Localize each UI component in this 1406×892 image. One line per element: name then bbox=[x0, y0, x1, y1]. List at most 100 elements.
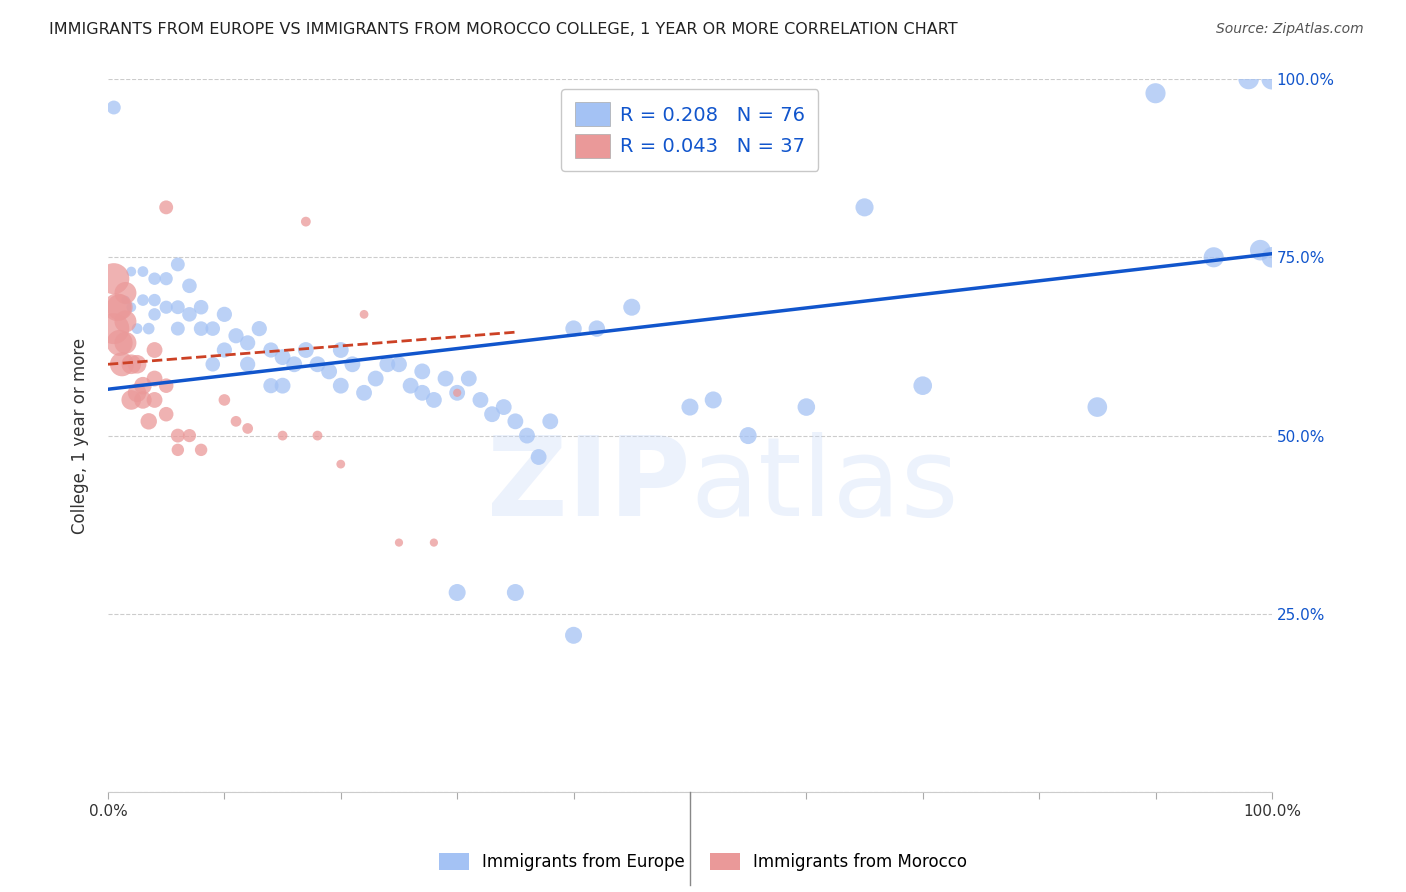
Point bbox=[132, 293, 155, 307]
Point bbox=[236, 357, 259, 371]
Point bbox=[329, 378, 352, 392]
Point bbox=[271, 428, 294, 442]
Point bbox=[120, 357, 142, 371]
Point bbox=[423, 535, 446, 549]
Point bbox=[399, 378, 422, 392]
Point bbox=[120, 300, 142, 314]
Text: ZIP: ZIP bbox=[486, 432, 690, 539]
Point bbox=[120, 264, 142, 278]
Point bbox=[103, 101, 125, 115]
Point bbox=[342, 357, 364, 371]
Point bbox=[166, 442, 188, 457]
Text: atlas: atlas bbox=[690, 432, 959, 539]
Point bbox=[492, 400, 515, 414]
Point bbox=[225, 328, 247, 343]
Point bbox=[446, 585, 468, 599]
Point bbox=[375, 357, 398, 371]
Point bbox=[516, 428, 538, 442]
Point bbox=[353, 385, 375, 400]
Point bbox=[434, 371, 457, 385]
Point bbox=[388, 535, 411, 549]
Point bbox=[132, 264, 155, 278]
Point bbox=[329, 343, 352, 357]
Point bbox=[132, 378, 155, 392]
Point bbox=[155, 271, 177, 285]
Point bbox=[1237, 72, 1260, 87]
Point bbox=[143, 343, 166, 357]
Point bbox=[225, 414, 247, 428]
Point bbox=[457, 371, 479, 385]
Point bbox=[271, 350, 294, 364]
Point bbox=[143, 293, 166, 307]
Point bbox=[295, 214, 318, 228]
Point bbox=[114, 314, 136, 328]
Point bbox=[446, 385, 468, 400]
Point bbox=[271, 378, 294, 392]
Point bbox=[108, 335, 131, 350]
Point bbox=[138, 414, 160, 428]
Point bbox=[190, 442, 212, 457]
Point bbox=[364, 371, 387, 385]
Point bbox=[737, 428, 759, 442]
Point bbox=[138, 321, 160, 335]
Point bbox=[108, 300, 131, 314]
Point bbox=[411, 364, 433, 378]
Point bbox=[127, 385, 149, 400]
Point bbox=[260, 343, 283, 357]
Point bbox=[127, 321, 149, 335]
Point bbox=[155, 300, 177, 314]
Point bbox=[318, 364, 340, 378]
Point bbox=[190, 321, 212, 335]
Point bbox=[283, 357, 305, 371]
Point bbox=[214, 343, 236, 357]
Point bbox=[562, 321, 585, 335]
Point bbox=[505, 414, 527, 428]
Point bbox=[132, 392, 155, 407]
Point bbox=[1144, 87, 1167, 101]
Y-axis label: College, 1 year or more: College, 1 year or more bbox=[72, 337, 89, 533]
Point bbox=[166, 300, 188, 314]
Point bbox=[562, 628, 585, 642]
Legend: R = 0.208   N = 76, R = 0.043   N = 37: R = 0.208 N = 76, R = 0.043 N = 37 bbox=[561, 88, 818, 171]
Point bbox=[155, 407, 177, 421]
Point bbox=[190, 300, 212, 314]
Point bbox=[470, 392, 492, 407]
Point bbox=[329, 457, 352, 471]
Point bbox=[260, 378, 283, 392]
Point bbox=[103, 271, 125, 285]
Point bbox=[201, 321, 224, 335]
Point bbox=[143, 371, 166, 385]
Point bbox=[179, 428, 201, 442]
Point bbox=[247, 321, 270, 335]
Point bbox=[201, 357, 224, 371]
Point bbox=[166, 257, 188, 271]
Point bbox=[214, 392, 236, 407]
Point bbox=[155, 200, 177, 214]
Point bbox=[911, 378, 934, 392]
Point bbox=[114, 293, 136, 307]
Point bbox=[423, 392, 446, 407]
Point bbox=[853, 200, 876, 214]
Point bbox=[166, 321, 188, 335]
Legend: Immigrants from Europe, Immigrants from Morocco: Immigrants from Europe, Immigrants from … bbox=[430, 845, 976, 880]
Point bbox=[1202, 250, 1225, 264]
Point bbox=[794, 400, 817, 414]
Point bbox=[179, 307, 201, 321]
Text: Source: ZipAtlas.com: Source: ZipAtlas.com bbox=[1216, 22, 1364, 37]
Point bbox=[702, 392, 724, 407]
Text: IMMIGRANTS FROM EUROPE VS IMMIGRANTS FROM MOROCCO COLLEGE, 1 YEAR OR MORE CORREL: IMMIGRANTS FROM EUROPE VS IMMIGRANTS FRO… bbox=[49, 22, 957, 37]
Point bbox=[1085, 400, 1108, 414]
Point bbox=[295, 343, 318, 357]
Point bbox=[143, 307, 166, 321]
Point bbox=[307, 357, 329, 371]
Point bbox=[411, 385, 433, 400]
Point bbox=[103, 321, 125, 335]
Point bbox=[679, 400, 702, 414]
Point bbox=[143, 271, 166, 285]
Point bbox=[585, 321, 607, 335]
Point bbox=[446, 385, 468, 400]
Point bbox=[166, 428, 188, 442]
Point bbox=[505, 585, 527, 599]
Point bbox=[114, 285, 136, 300]
Point bbox=[307, 428, 329, 442]
